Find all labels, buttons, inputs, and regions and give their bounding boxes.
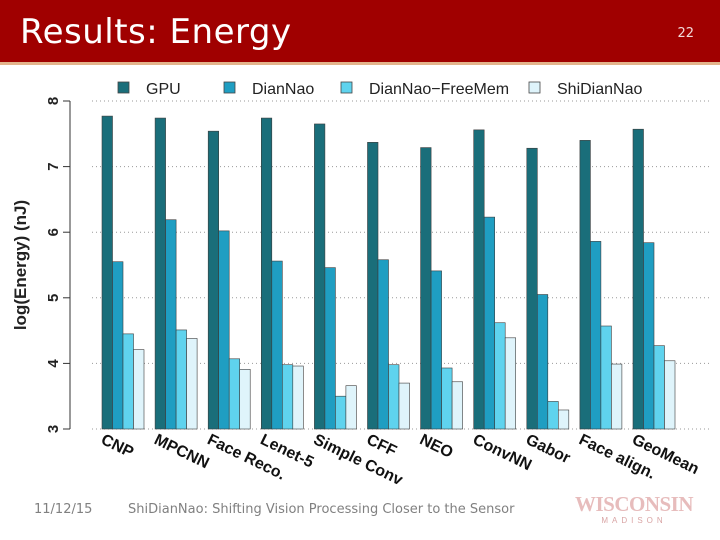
bar	[292, 365, 304, 430]
legend-swatch	[223, 81, 236, 94]
footer-caption: ShiDianNao: Shifting Vision Processing C…	[128, 502, 515, 517]
y-tick-label: 7	[45, 162, 62, 170]
bar	[377, 259, 389, 430]
bar	[154, 117, 166, 430]
logo-subtext: MADISON	[601, 516, 667, 525]
legend-label: DianNao−FreeMem	[369, 81, 509, 98]
bar	[388, 364, 400, 430]
bar	[239, 369, 251, 430]
legend-swatch	[117, 81, 130, 94]
y-tick-label: 4	[45, 359, 62, 368]
y-tick-label: 6	[45, 228, 62, 236]
bar	[441, 367, 453, 430]
y-tick-label: 8	[45, 97, 62, 105]
title-bar: Results: Energy 22	[0, 0, 720, 65]
bar	[536, 294, 549, 430]
x-category-label: NEO	[417, 431, 456, 461]
bar	[473, 129, 485, 430]
university-logo: WISCONSIN MADISON	[566, 493, 702, 533]
y-axis-label: log(Energy) (nJ)	[11, 200, 30, 330]
bar	[228, 358, 240, 430]
bar	[175, 329, 187, 430]
legend-label: ShiDianNao	[557, 81, 642, 98]
y-tick-label: 5	[45, 294, 62, 302]
bar	[314, 123, 326, 430]
bar	[579, 140, 591, 430]
bar	[218, 230, 230, 430]
bar	[483, 216, 496, 430]
bar	[451, 381, 463, 430]
energy-bar-chart: 3 4 5 6 7 8 log(Energy) (nJ) GPU DianNao DianNao−…	[11, 81, 712, 489]
bar	[398, 382, 410, 430]
bar	[557, 409, 570, 430]
bar	[526, 147, 538, 430]
bar	[122, 333, 134, 430]
y-tick-label: 3	[45, 425, 62, 433]
bar	[186, 338, 198, 430]
bar	[643, 242, 655, 430]
bar	[632, 128, 644, 430]
x-category-label: CNP	[98, 431, 136, 461]
bar	[611, 363, 623, 430]
legend-label: DianNao	[252, 81, 314, 98]
legend-label: GPU	[146, 81, 181, 98]
bar	[271, 260, 283, 430]
bar	[281, 364, 294, 430]
bar	[345, 385, 357, 430]
legend-swatch	[528, 81, 541, 94]
logo-wordmark: WISCONSIN	[574, 492, 694, 516]
bar	[133, 349, 145, 430]
bar	[494, 322, 506, 430]
bar	[653, 345, 665, 430]
bar	[324, 267, 336, 430]
bar	[165, 219, 177, 430]
bar	[547, 401, 559, 430]
bar	[664, 360, 676, 430]
bar	[420, 147, 432, 430]
title-underline	[0, 62, 720, 65]
x-category-label: ConvNN	[470, 431, 534, 474]
bar	[112, 261, 124, 430]
bar	[430, 270, 442, 430]
slide-title: Results: Energy	[20, 12, 292, 52]
bar	[207, 130, 219, 430]
bar	[504, 337, 517, 430]
bar	[367, 142, 379, 430]
x-category-label: MPCNN	[151, 431, 211, 472]
footer-date: 11/12/15	[34, 502, 93, 517]
legend-swatch	[340, 81, 353, 94]
bar	[590, 241, 602, 430]
slide-number: 22	[677, 26, 694, 41]
bar	[260, 117, 273, 430]
bar	[335, 395, 347, 430]
bar	[101, 115, 113, 430]
bar	[600, 325, 612, 430]
